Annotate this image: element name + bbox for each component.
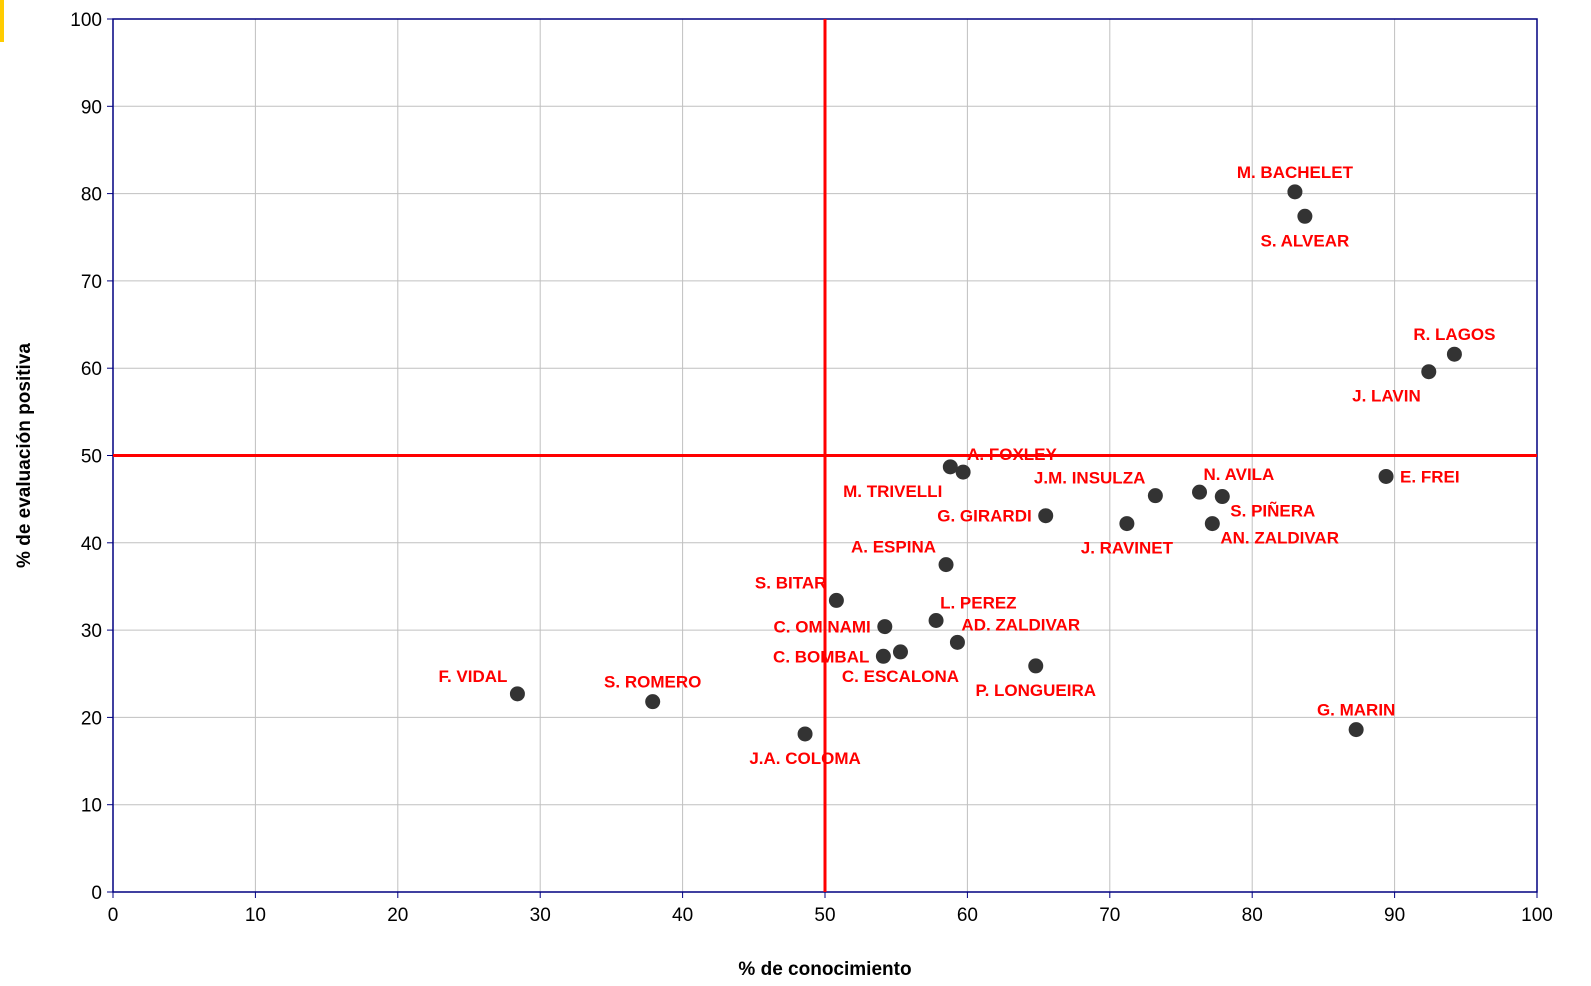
data-point-label: L. PEREZ xyxy=(940,593,1017,612)
data-point-label: S. BITAR xyxy=(755,573,826,592)
data-point xyxy=(797,726,813,742)
y-tick-label: 60 xyxy=(81,359,102,380)
data-point-label: C. ESCALONA xyxy=(842,667,959,686)
data-point-label: C. BOMBAL xyxy=(773,647,869,666)
data-point-label: S. PIÑERA xyxy=(1230,501,1315,521)
point-labels: M. BACHELET S. ALVEAR R. LAGOS J. LAVIN E. F… xyxy=(438,163,1495,768)
data-point xyxy=(645,694,661,710)
x-tick-label: 80 xyxy=(1242,905,1263,926)
data-point xyxy=(1192,484,1208,500)
data-point xyxy=(509,686,525,702)
corner-accent xyxy=(0,0,4,42)
x-tick-label: 40 xyxy=(672,905,693,926)
data-point xyxy=(928,612,944,628)
data-point xyxy=(1287,184,1303,200)
data-point xyxy=(1204,516,1220,532)
data-point xyxy=(1421,364,1437,380)
data-point xyxy=(949,634,965,650)
data-point xyxy=(877,619,893,635)
reference-lines xyxy=(113,19,1537,892)
data-point xyxy=(875,648,891,664)
data-point xyxy=(1378,468,1394,484)
data-point xyxy=(1147,488,1163,504)
data-point xyxy=(828,592,844,608)
data-point-label: A. ESPINA xyxy=(851,538,936,557)
x-tick-label: 30 xyxy=(530,905,551,926)
data-point xyxy=(1446,346,1462,362)
x-tick-label: 70 xyxy=(1099,905,1120,926)
y-tick-label: 30 xyxy=(81,621,102,642)
y-tick-label: 40 xyxy=(81,534,102,555)
data-point xyxy=(1119,516,1135,532)
data-point-label: E. FREI xyxy=(1400,467,1460,486)
data-point-label: R. LAGOS xyxy=(1413,325,1495,344)
data-point-label: F. VIDAL xyxy=(438,667,507,686)
y-tick-label: 70 xyxy=(81,272,102,293)
data-point-label: J. RAVINET xyxy=(1081,539,1174,558)
data-point-label: P. LONGUEIRA xyxy=(975,681,1096,700)
x-tick-label: 100 xyxy=(1521,905,1553,926)
x-tick-label: 10 xyxy=(245,905,266,926)
y-tick-label: 80 xyxy=(81,185,102,206)
data-point-label: S. ALVEAR xyxy=(1260,231,1349,250)
y-tick-label: 10 xyxy=(81,796,102,817)
data-point xyxy=(1028,658,1044,674)
axis-ticks: 0 10 20 30 40 50 60 70 80 90 100 0 10 20 30 40 50 60 70 80 9… xyxy=(70,10,1553,926)
data-point-label: J.M. INSULZA xyxy=(1034,469,1145,488)
data-point-label: N. AVILA xyxy=(1204,465,1275,484)
data-point-label: M. BACHELET xyxy=(1237,163,1354,182)
y-tick-label: 0 xyxy=(91,883,102,904)
y-tick-label: 90 xyxy=(81,97,102,118)
data-point-label: AD. ZALDIVAR xyxy=(961,615,1080,634)
x-axis-title: % de conocimiento xyxy=(738,959,911,980)
data-point xyxy=(1297,208,1313,224)
x-tick-label: 20 xyxy=(387,905,408,926)
data-point xyxy=(938,557,954,573)
data-point xyxy=(955,464,971,480)
data-point-label: M. TRIVELLI xyxy=(843,482,942,501)
data-point-label: G. MARIN xyxy=(1317,701,1395,720)
data-point xyxy=(1038,508,1054,524)
data-point-label: A. FOXLEY xyxy=(967,445,1057,464)
x-tick-label: 0 xyxy=(108,905,119,926)
data-point-label: S. ROMERO xyxy=(604,673,701,692)
y-axis-title: % de evaluación positiva xyxy=(14,343,35,568)
data-point xyxy=(942,459,958,475)
data-point-label: J.A. COLOMA xyxy=(749,749,860,768)
data-point xyxy=(1348,722,1364,738)
data-point xyxy=(892,644,908,660)
data-point xyxy=(1214,489,1230,505)
data-point-label: C. OMINAMI xyxy=(774,618,871,637)
x-tick-label: 90 xyxy=(1384,905,1405,926)
data-point-label: G. GIRARDI xyxy=(937,507,1031,526)
y-tick-label: 50 xyxy=(81,447,102,468)
x-tick-label: 50 xyxy=(814,905,835,926)
x-tick-label: 60 xyxy=(957,905,978,926)
data-point-label: J. LAVIN xyxy=(1352,387,1421,406)
data-points xyxy=(509,184,1462,742)
y-tick-label: 100 xyxy=(70,10,102,31)
data-point-label: AN. ZALDIVAR xyxy=(1220,529,1339,548)
y-tick-label: 20 xyxy=(81,708,102,729)
